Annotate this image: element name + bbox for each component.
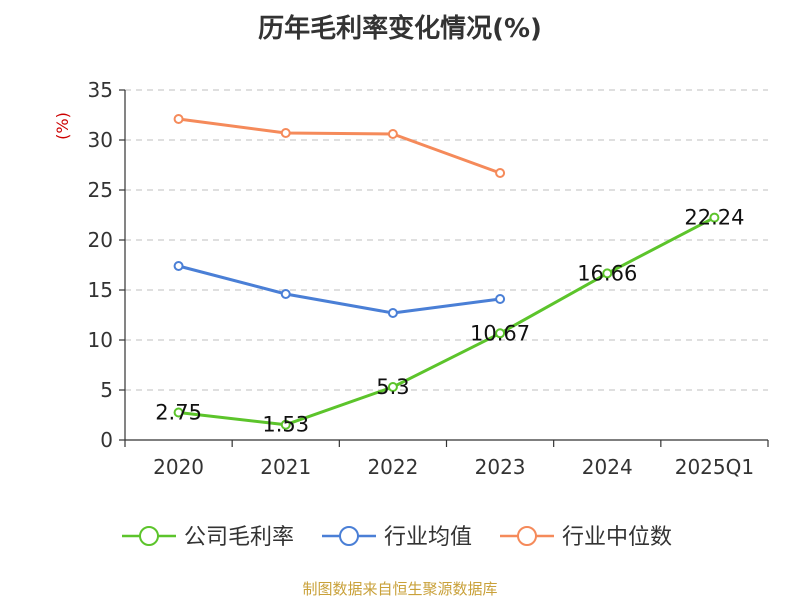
x-tick-label-2024: 2024 xyxy=(582,455,633,479)
point-行业均值-2020 xyxy=(173,261,184,271)
point-行业中位数-2022 xyxy=(387,129,398,139)
y-tick-label-35: 35 xyxy=(88,78,113,102)
point-公司毛利率-2022 xyxy=(387,382,398,392)
x-tick-label-2022: 2022 xyxy=(367,455,418,479)
point-公司毛利率-2023 xyxy=(495,328,506,339)
y-tick-label-10: 10 xyxy=(88,328,113,352)
legend-label-公司毛利率: 公司毛利率 xyxy=(184,525,294,550)
data-label-2020: 2.75 xyxy=(155,401,202,425)
data-label-2024: 16.66 xyxy=(577,261,637,285)
source-note: 制图数据来自恒生聚源数据库 xyxy=(302,580,498,598)
x-tick-label-2025Q1: 2025Q1 xyxy=(675,455,754,479)
data-label-2025Q1: 22.24 xyxy=(684,206,744,230)
legend-label-行业均值: 行业均值 xyxy=(384,525,472,550)
point-行业中位数-2021 xyxy=(280,128,291,138)
series-line-行业中位数 xyxy=(178,117,501,175)
y-tick-label-20: 20 xyxy=(88,228,113,252)
point-公司毛利率-2020 xyxy=(173,407,184,418)
series-lines xyxy=(173,114,720,430)
legend: 公司毛利率 行业均值 行业中位数 xyxy=(122,525,672,550)
data-label-2023: 10.67 xyxy=(470,321,530,345)
series-line-行业均值 xyxy=(178,264,501,315)
x-tick-label-2023: 2023 xyxy=(475,455,526,479)
axes: 0 5 10 15 20 25 30 35 (%) 2020 2021 2022 2023 2024 202… xyxy=(53,78,769,479)
point-行业中位数-2020 xyxy=(173,114,184,124)
y-tick-label-5: 5 xyxy=(100,378,113,402)
point-行业均值-2022 xyxy=(387,308,398,318)
grid-lines xyxy=(125,89,768,391)
y-tick-label-30: 30 xyxy=(88,128,113,152)
x-tick-label-2020: 2020 xyxy=(153,455,204,479)
y-tick-label-0: 0 xyxy=(100,428,113,452)
data-labels: 2.75 1.53 5.3 10.67 16.66 22.24 xyxy=(155,206,744,437)
y-tick-label-25: 25 xyxy=(88,178,113,202)
point-行业中位数-2023 xyxy=(495,168,506,178)
point-行业均值-2021 xyxy=(280,289,291,299)
data-label-2021: 1.53 xyxy=(262,413,309,437)
point-公司毛利率-2024 xyxy=(602,268,613,279)
point-行业均值-2023 xyxy=(495,294,506,304)
x-tick-label-2021: 2021 xyxy=(260,455,311,479)
legend-marker-公司毛利率 xyxy=(139,526,159,546)
legend-label-行业中位数: 行业中位数 xyxy=(562,525,672,550)
y-axis-unit: (%) xyxy=(53,112,72,140)
legend-marker-行业中位数 xyxy=(517,526,537,546)
legend-marker-行业均值 xyxy=(339,526,359,546)
point-公司毛利率-2021 xyxy=(280,419,291,430)
y-tick-label-15: 15 xyxy=(88,278,113,302)
data-label-2022: 5.3 xyxy=(376,375,409,399)
chart-title: 历年毛利率变化情况(%) xyxy=(258,14,542,44)
point-公司毛利率-2025Q1 xyxy=(709,212,720,223)
series-line-公司毛利率 xyxy=(178,216,716,427)
